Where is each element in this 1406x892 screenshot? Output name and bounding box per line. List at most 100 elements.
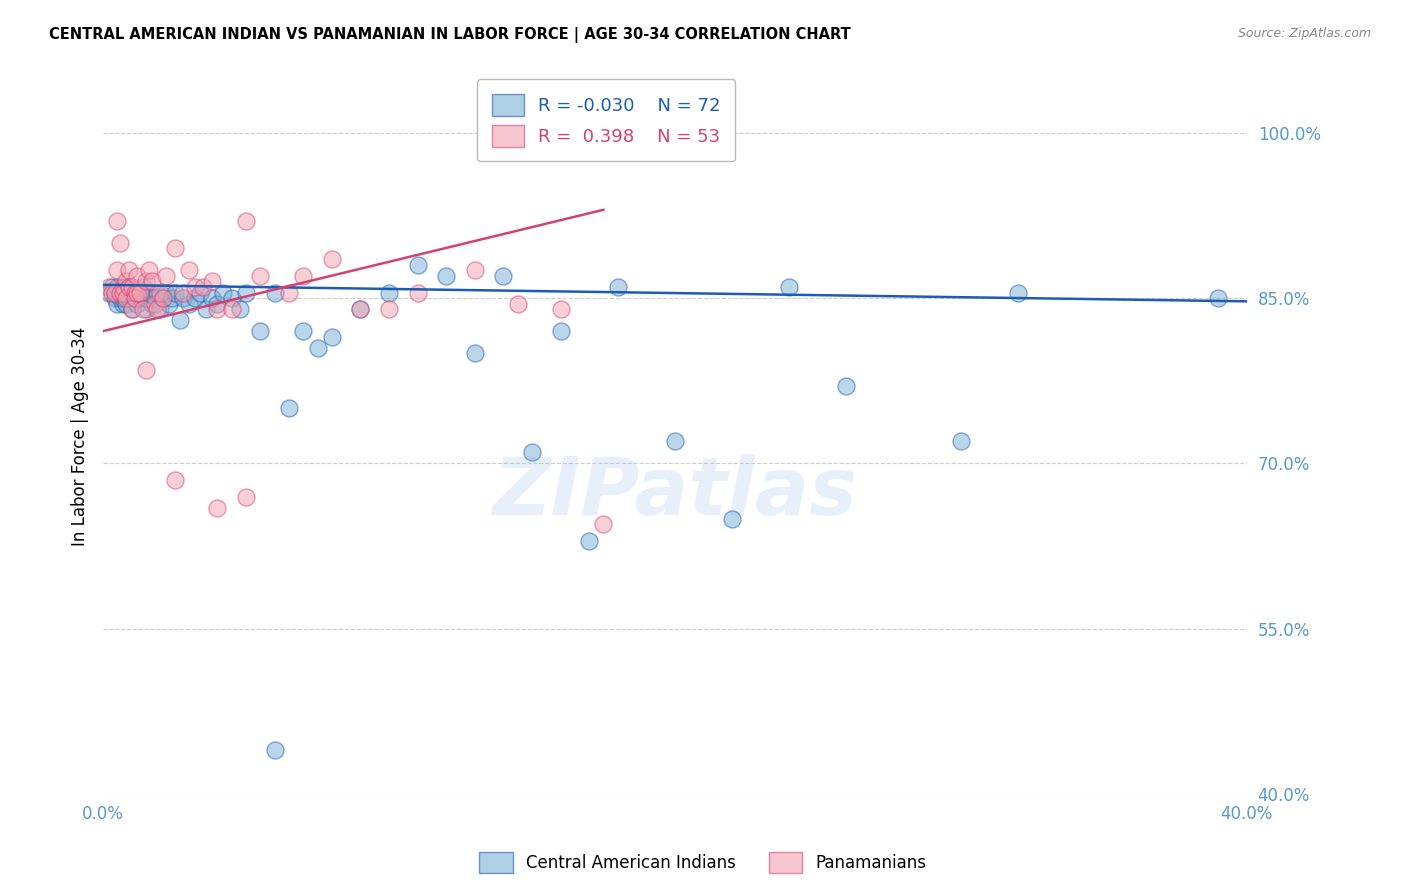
Point	[97, 285, 120, 300]
Point	[112, 291, 135, 305]
Point	[138, 285, 160, 300]
Point	[172, 285, 194, 300]
Point	[172, 291, 194, 305]
Point	[115, 296, 138, 310]
Point	[778, 280, 800, 294]
Point	[103, 285, 125, 300]
Point	[110, 285, 132, 300]
Point	[235, 490, 257, 504]
Point	[464, 263, 486, 277]
Point	[127, 285, 149, 300]
Point	[118, 291, 141, 305]
Point	[118, 263, 141, 277]
Point	[155, 268, 177, 283]
Point	[121, 280, 143, 294]
Point	[100, 285, 122, 300]
Point	[188, 285, 211, 300]
Point	[146, 301, 169, 316]
Point	[141, 296, 163, 310]
Point	[112, 280, 135, 294]
Point	[152, 291, 174, 305]
Point	[229, 301, 252, 316]
Point	[307, 341, 329, 355]
Point	[492, 268, 515, 283]
Point	[183, 291, 205, 305]
Point	[129, 285, 152, 300]
Point	[177, 296, 200, 310]
Point	[434, 268, 457, 283]
Point	[949, 434, 972, 449]
Point	[141, 275, 163, 289]
Point	[124, 285, 146, 300]
Point	[152, 291, 174, 305]
Point	[107, 280, 129, 294]
Legend: R = -0.030    N = 72, R =  0.398    N = 53: R = -0.030 N = 72, R = 0.398 N = 53	[477, 79, 735, 161]
Point	[195, 301, 218, 316]
Point	[124, 291, 146, 305]
Text: ZIPatlas: ZIPatlas	[492, 454, 858, 533]
Point	[378, 285, 401, 300]
Text: Source: ZipAtlas.com: Source: ZipAtlas.com	[1237, 27, 1371, 40]
Point	[115, 280, 138, 294]
Point	[160, 291, 183, 305]
Point	[292, 324, 315, 338]
Point	[163, 241, 186, 255]
Point	[221, 301, 243, 316]
Point	[118, 280, 141, 294]
Point	[129, 285, 152, 300]
Point	[127, 296, 149, 310]
Point	[721, 511, 744, 525]
Point	[115, 285, 138, 300]
Point	[207, 500, 229, 515]
Point	[321, 252, 343, 267]
Point	[592, 517, 614, 532]
Point	[155, 285, 177, 300]
Point	[146, 285, 169, 300]
Point	[121, 301, 143, 316]
Point	[207, 296, 229, 310]
Point	[349, 301, 371, 316]
Point	[132, 280, 155, 294]
Point	[143, 291, 166, 305]
Point	[606, 280, 628, 294]
Point	[349, 301, 371, 316]
Point	[550, 324, 572, 338]
Point	[263, 285, 285, 300]
Point	[169, 313, 191, 327]
Point	[235, 214, 257, 228]
Point	[183, 280, 205, 294]
Point	[157, 296, 180, 310]
Point	[406, 258, 429, 272]
Point	[1007, 285, 1029, 300]
Point	[124, 291, 146, 305]
Point	[235, 285, 257, 300]
Point	[207, 301, 229, 316]
Point	[110, 285, 132, 300]
Point	[135, 275, 157, 289]
Point	[112, 285, 135, 300]
Point	[177, 263, 200, 277]
Legend: Central American Indians, Panamanians: Central American Indians, Panamanians	[472, 846, 934, 880]
Point	[578, 533, 600, 548]
Point	[163, 473, 186, 487]
Point	[124, 285, 146, 300]
Y-axis label: In Labor Force | Age 30-34: In Labor Force | Age 30-34	[72, 326, 89, 546]
Point	[550, 301, 572, 316]
Point	[149, 301, 172, 316]
Point	[406, 285, 429, 300]
Point	[143, 296, 166, 310]
Point	[107, 214, 129, 228]
Point	[378, 301, 401, 316]
Point	[201, 275, 224, 289]
Point	[100, 280, 122, 294]
Point	[129, 291, 152, 305]
Point	[110, 235, 132, 250]
Point	[103, 285, 125, 300]
Point	[193, 280, 215, 294]
Point	[115, 291, 138, 305]
Text: CENTRAL AMERICAN INDIAN VS PANAMANIAN IN LABOR FORCE | AGE 30-34 CORRELATION CHA: CENTRAL AMERICAN INDIAN VS PANAMANIAN IN…	[49, 27, 851, 43]
Point	[221, 291, 243, 305]
Point	[103, 291, 125, 305]
Point	[107, 296, 129, 310]
Point	[127, 268, 149, 283]
